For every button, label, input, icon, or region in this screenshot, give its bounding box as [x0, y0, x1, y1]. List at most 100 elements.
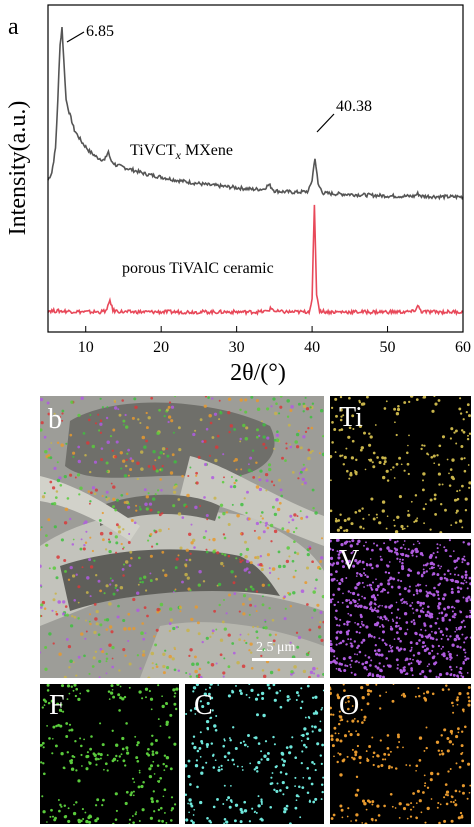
eds-dot: [40, 606, 43, 609]
eds-dot: [352, 427, 355, 431]
eds-dot: [343, 455, 347, 459]
eds-dot: [235, 468, 238, 471]
eds-dot: [314, 695, 318, 699]
eds-dot: [243, 497, 246, 500]
eds-dot: [301, 700, 304, 703]
eds-dot: [376, 584, 380, 588]
eds-dot: [337, 587, 341, 591]
eds-dot: [432, 552, 435, 555]
eds-dot: [414, 548, 417, 551]
eds-dot: [395, 631, 399, 634]
eds-dot: [422, 568, 425, 571]
eds-dot: [449, 579, 452, 581]
eds-dot: [346, 620, 350, 624]
eds-dot: [390, 766, 393, 769]
eds-dot: [187, 759, 191, 763]
eds-dot: [84, 619, 88, 622]
eds-dot: [86, 689, 90, 693]
eds-dot: [278, 501, 282, 505]
eds-dot: [383, 456, 387, 460]
eds-dot: [151, 753, 155, 756]
eds-dot: [105, 672, 108, 675]
eds-dot: [132, 790, 135, 793]
eds-dot: [88, 814, 92, 818]
eds-dot: [350, 820, 352, 822]
eds-dot: [63, 675, 67, 678]
eds-dot: [448, 539, 451, 542]
eds-dot: [421, 488, 425, 492]
eds-dot: [101, 804, 104, 807]
eds-dot: [143, 606, 147, 609]
eds-dot: [415, 770, 417, 772]
eds-dot: [265, 521, 268, 525]
eds-dot: [147, 676, 151, 678]
eds-dot: [318, 728, 322, 732]
eds-dot: [206, 701, 210, 705]
eds-dot: [335, 609, 338, 613]
eds-dot: [196, 749, 200, 753]
eds-dot: [438, 673, 443, 677]
eds-dot: [141, 622, 145, 625]
eds-dot: [216, 434, 220, 438]
eds-dot: [122, 759, 126, 763]
eds-dot: [296, 794, 298, 796]
eds-dot: [439, 803, 442, 806]
eds-dot: [159, 468, 162, 471]
eds-dot: [191, 742, 194, 745]
eds-dot: [256, 713, 259, 717]
eds-dot: [386, 591, 389, 594]
eds-dot: [410, 396, 414, 398]
eds-dot: [357, 581, 361, 585]
eds-dot: [351, 705, 354, 707]
eds-dot: [450, 524, 453, 526]
eds-dot: [305, 745, 308, 749]
eds-dot: [270, 776, 273, 779]
eds-dot: [422, 571, 426, 574]
eds-dot: [450, 587, 454, 591]
eds-dot: [130, 791, 133, 794]
eds-dot: [335, 643, 338, 646]
eds-dot: [336, 657, 339, 660]
eds-dot: [63, 815, 67, 819]
eds-dot: [440, 734, 443, 737]
eds-dot: [125, 790, 129, 794]
eds-dot: [403, 540, 406, 542]
eds-dot: [70, 767, 75, 771]
eds-dot: [98, 518, 102, 522]
eds-dot: [378, 694, 382, 697]
eds-dot: [354, 793, 359, 797]
eds-dot: [389, 539, 392, 541]
eds-dot: [211, 709, 214, 712]
eds-dot: [174, 707, 178, 711]
eds-dot: [82, 817, 85, 821]
eds-dot: [172, 504, 176, 508]
eds-dot: [454, 789, 458, 793]
eds-dot: [348, 426, 352, 430]
eds-label-v: V: [339, 545, 360, 576]
eds-dot: [46, 725, 48, 727]
eds-dot: [395, 767, 397, 770]
eds-dot: [294, 785, 296, 787]
eds-dot: [418, 633, 422, 636]
eds-dot: [380, 653, 384, 657]
eds-dot: [260, 654, 263, 658]
eds-dot: [162, 652, 166, 657]
eds-dot: [75, 674, 78, 677]
eds-dot: [319, 560, 322, 563]
eds-dot: [166, 408, 169, 412]
eds-dot: [412, 792, 415, 795]
eds-dot: [255, 766, 259, 770]
eds-dot: [70, 728, 74, 732]
eds-dot: [194, 505, 198, 510]
eds-dot: [233, 819, 237, 823]
eds-dot: [167, 415, 172, 419]
eds-dot: [397, 637, 400, 641]
eds-dot: [467, 696, 470, 699]
eds-dot: [208, 413, 212, 418]
eds-dot: [365, 668, 368, 671]
eds-dot: [160, 489, 163, 492]
eds-dot: [356, 622, 360, 626]
eds-dot: [332, 649, 336, 653]
eds-dot: [147, 464, 151, 468]
eds-dot: [78, 493, 81, 496]
